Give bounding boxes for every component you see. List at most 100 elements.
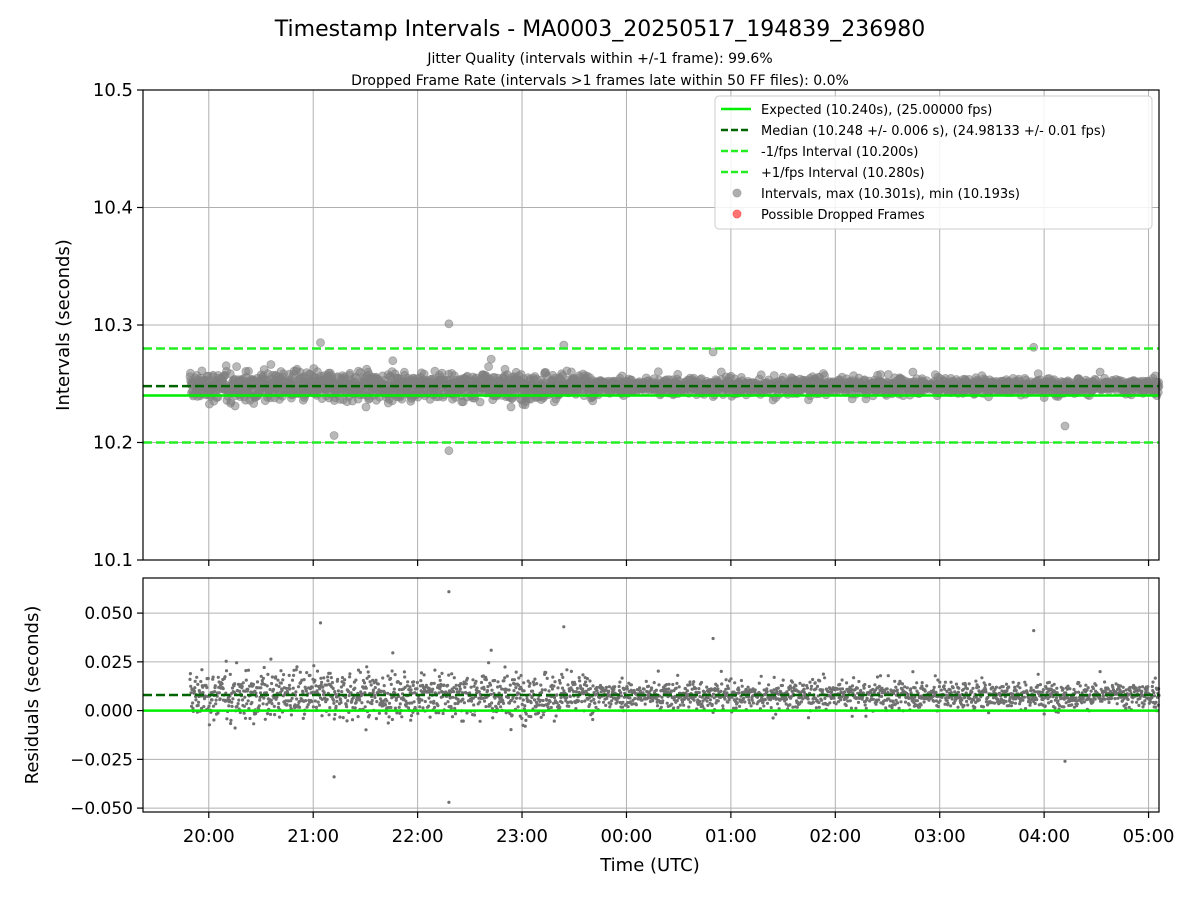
residual-point <box>762 704 765 707</box>
residual-point <box>316 670 319 673</box>
residual-point <box>291 697 294 700</box>
interval-point <box>267 361 275 369</box>
residual-point <box>406 680 409 683</box>
residual-point <box>733 681 736 684</box>
residual-point <box>717 699 720 702</box>
residual-point <box>277 702 280 705</box>
residual-point <box>670 703 673 706</box>
residual-point <box>399 682 402 685</box>
residual-point <box>876 675 879 678</box>
residual-point <box>398 712 401 715</box>
residual-point <box>270 702 273 705</box>
residual-point <box>617 696 620 699</box>
residual-point <box>592 698 595 701</box>
residual-point <box>490 689 493 692</box>
residual-point <box>317 701 320 704</box>
residual-point <box>353 687 356 690</box>
residual-point <box>800 700 803 703</box>
residual-point <box>924 690 927 693</box>
residual-point <box>214 684 217 687</box>
residual-point <box>333 717 336 720</box>
residual-point <box>645 680 648 683</box>
y-tick-label: 10.3 <box>93 315 133 336</box>
residual-point <box>1011 692 1014 695</box>
residual-point <box>984 690 987 693</box>
residual-point <box>290 713 293 716</box>
residual-point <box>403 675 406 678</box>
residual-point <box>794 684 797 687</box>
residual-point <box>378 712 381 715</box>
residual-point <box>229 722 232 725</box>
residual-point <box>974 680 977 683</box>
residual-point <box>544 671 547 674</box>
residual-point <box>817 701 820 704</box>
residual-point <box>1037 673 1040 676</box>
residual-point <box>513 678 516 681</box>
residual-point <box>513 700 516 703</box>
residual-point <box>374 679 377 682</box>
residual-point <box>429 716 432 719</box>
residual-point <box>416 681 419 684</box>
legend-label: +1/fps Interval (10.280s) <box>761 166 925 181</box>
residual-point <box>925 684 928 687</box>
residual-point <box>852 676 855 679</box>
residual-point <box>388 715 391 718</box>
residual-point <box>225 660 228 663</box>
residual-point <box>346 699 349 702</box>
residual-point <box>647 685 650 688</box>
residual-point <box>857 680 860 683</box>
residual-point <box>529 715 532 718</box>
residual-point <box>440 672 443 675</box>
residual-point <box>390 683 393 686</box>
residual-point <box>856 687 859 690</box>
residual-point <box>643 688 646 691</box>
residual-point <box>950 691 953 694</box>
residual-point <box>223 675 226 678</box>
residual-point <box>512 689 515 692</box>
residual-point <box>191 701 194 704</box>
residual-point <box>630 683 633 686</box>
residual-point <box>864 715 867 718</box>
residual-point <box>906 686 909 689</box>
residual-point <box>565 696 568 699</box>
residual-point <box>476 686 479 689</box>
residual-point <box>398 706 401 709</box>
residual-point <box>850 707 853 710</box>
residual-point <box>259 686 262 689</box>
residual-point <box>484 705 487 708</box>
residual-point <box>593 702 596 705</box>
residual-point <box>688 683 691 686</box>
residual-point <box>329 672 332 675</box>
interval-point <box>487 355 495 363</box>
residual-point <box>393 688 396 691</box>
residual-point <box>368 714 371 717</box>
residual-point <box>244 717 247 720</box>
residual-point <box>845 681 848 684</box>
residual-point <box>743 700 746 703</box>
residual-point <box>940 689 943 692</box>
residual-point <box>304 699 307 702</box>
residual-point <box>349 685 352 688</box>
residual-point <box>559 696 562 699</box>
residual-point <box>773 676 776 679</box>
residual-point <box>242 681 245 684</box>
residual-point <box>949 681 952 684</box>
residual-point <box>348 675 351 678</box>
residual-point <box>764 698 767 701</box>
residual-point <box>522 681 525 684</box>
residual-point <box>602 701 605 704</box>
residual-point <box>194 698 197 701</box>
residual-point <box>838 683 841 686</box>
residual-point <box>528 682 531 685</box>
residual-point <box>944 681 947 684</box>
residual-point <box>539 684 542 687</box>
residual-point <box>225 717 228 720</box>
residual-point <box>843 690 846 693</box>
residual-point <box>455 687 458 690</box>
residual-point <box>559 682 562 685</box>
residual-point <box>682 704 685 707</box>
residual-point <box>292 674 295 677</box>
residual-point <box>676 674 679 677</box>
residual-point <box>271 675 274 678</box>
residual-point <box>679 704 682 707</box>
